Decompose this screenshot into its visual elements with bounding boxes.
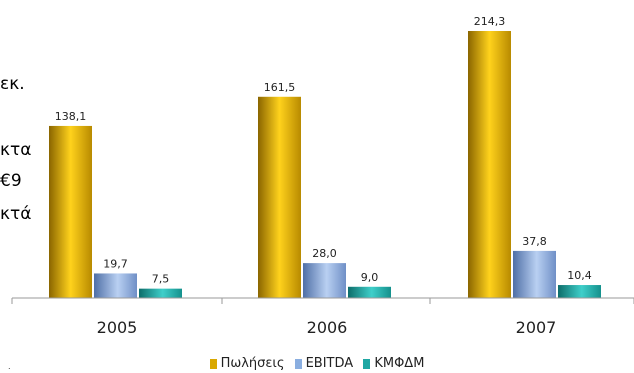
- bar-sales-2005: [49, 125, 92, 298]
- x-tick-label-2005: 2005: [97, 318, 138, 337]
- x-tick-label-2006: 2006: [307, 318, 348, 337]
- bar-sales-2007: [468, 31, 511, 298]
- background-text-fragment-3: €9: [0, 171, 22, 191]
- bar-kmfdm-2007: [558, 285, 601, 298]
- legend-item-kmfdm: ΚΜΦΔΜ: [363, 356, 424, 371]
- bar-ebitda-2005: [94, 273, 137, 298]
- legend-swatch-kmfdm: [363, 358, 371, 369]
- data-label-sales-2006: 161,5: [264, 81, 296, 94]
- bar-ebitda-2006: [303, 263, 346, 298]
- legend-item-ebitda: EBITDA: [294, 356, 354, 371]
- legend-item-sales: Πωλήσεις: [209, 356, 285, 371]
- bar-kmfdm-2005: [139, 288, 182, 298]
- legend-label-sales: Πωλήσεις: [220, 356, 285, 371]
- data-label-kmfdm-2005: 7,5: [152, 273, 170, 286]
- data-label-sales-2005: 138,1: [55, 110, 87, 123]
- legend-label-kmfdm: ΚΜΦΔΜ: [374, 356, 425, 371]
- data-label-kmfdm-2007: 10,4: [567, 269, 592, 282]
- data-label-ebitda-2006: 28,0: [312, 247, 337, 260]
- legend-swatch-sales: [209, 358, 217, 369]
- background-text-fragment-4: κτά: [0, 204, 32, 224]
- background-text-fragment-2: κτα: [0, 140, 32, 160]
- legend-label-ebitda: EBITDA: [305, 356, 354, 371]
- data-label-kmfdm-2006: 9,0: [361, 271, 379, 284]
- bar-kmfdm-2006: [348, 286, 391, 298]
- data-label-ebitda-2005: 19,7: [103, 257, 128, 270]
- x-tick-label-2007: 2007: [516, 318, 557, 337]
- bar-ebitda-2007: [513, 250, 556, 298]
- background-text-fragment-1: εκ.: [0, 74, 25, 94]
- legend-swatch-ebitda: [294, 358, 302, 369]
- data-label-ebitda-2007: 37,8: [522, 235, 547, 248]
- chart-legend: Πωλήσεις EBITDA ΚΜΦΔΜ: [0, 356, 634, 373]
- footnote-mark: .: [8, 362, 11, 371]
- data-label-sales-2007: 214,3: [474, 15, 506, 28]
- bar-sales-2006: [258, 96, 301, 298]
